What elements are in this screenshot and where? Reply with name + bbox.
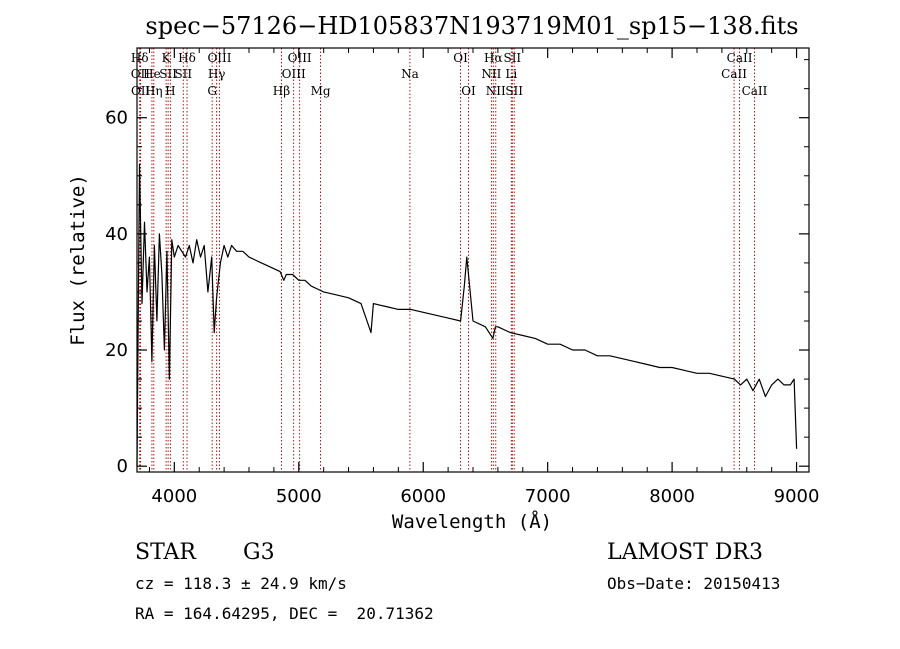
spectral-line-label: OIII — [282, 67, 306, 81]
spectral-line-label: Mg — [311, 84, 331, 98]
x-tick-label: 8000 — [649, 486, 695, 507]
spectral-line-label: He — [143, 67, 161, 81]
plot-frame — [136, 47, 810, 473]
spectrum-line — [136, 163, 798, 467]
spectral-line-label: G — [207, 84, 217, 98]
spectral-line-label: OIII — [207, 51, 231, 65]
x-tick-label: 6000 — [400, 486, 446, 507]
spectral-line-label: Na — [401, 67, 419, 81]
x-tick-label: 7000 — [525, 486, 571, 507]
spectral-line-label: OI — [461, 84, 476, 98]
spectral-line-label: SII — [159, 67, 177, 81]
spectral-line-label: SII — [174, 67, 192, 81]
coordinates: RA = 164.64295, DEC = 20.71362 — [135, 604, 434, 623]
observation-date: Obs−Date: 20150413 — [607, 574, 781, 593]
spectral-line-label: SII — [503, 51, 521, 65]
spectral-line-label: Li — [505, 67, 517, 81]
spectral-line-label: OII — [131, 84, 151, 98]
chart-title: spec−57126−HD105837N193719M01_sp15−138.f… — [145, 12, 798, 40]
x-tick-label: 4000 — [151, 486, 197, 507]
x-tick-label: 5000 — [276, 486, 322, 507]
object-subclass: G3 — [243, 540, 275, 565]
spectral-line-label: OII — [131, 67, 151, 81]
x-tick-label: 9000 — [774, 486, 820, 507]
y-tick-label: 40 — [105, 224, 128, 245]
spectral-line-label: CaII — [742, 84, 768, 98]
object-class: STAR — [135, 540, 196, 565]
spectral-line-label: NII — [481, 67, 501, 81]
spectral-line-label: CaII — [721, 67, 747, 81]
spectral-line-label: CaII — [727, 51, 753, 65]
spectral-line-label: Hδ — [178, 51, 196, 65]
survey-name: LAMOST DR3 — [607, 540, 763, 565]
spectral-line-label: Hγ — [208, 67, 226, 81]
spectral-line-markers — [139, 48, 755, 472]
spectral-line-label: NII — [486, 84, 506, 98]
spectral-line-label: K — [162, 51, 172, 65]
spectral-line-label: OI — [453, 51, 468, 65]
spectral-line-label: Hδ — [131, 51, 149, 65]
y-tick-label: 60 — [105, 108, 128, 129]
spectral-line-label: Hβ — [273, 84, 290, 98]
y-tick-label: 20 — [105, 340, 128, 361]
axis-ticks: 4000 5000 6000 7000 8000 9000 0 20 40 60 — [105, 48, 819, 507]
redshift-value: cz = 118.3 ± 24.9 km/s — [135, 574, 347, 593]
y-axis-label: Flux (relative) — [67, 174, 89, 346]
spectral-line-label: Hα — [484, 51, 503, 65]
spectral-line-label: OIII — [288, 51, 312, 65]
spectral-line-label: SII — [505, 84, 523, 98]
y-tick-label: 0 — [117, 456, 128, 477]
x-axis-label: Wavelength (Å) — [392, 510, 552, 533]
spectral-line-label: Hη — [145, 84, 163, 98]
spectral-line-label: H — [165, 84, 175, 98]
